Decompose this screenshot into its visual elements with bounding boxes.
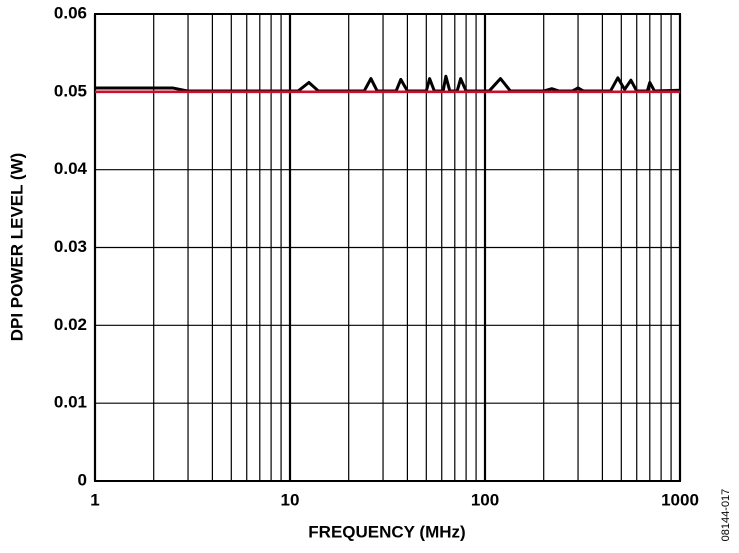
y-tick-label: 0.06 xyxy=(54,3,87,22)
x-tick-label: 10 xyxy=(281,490,300,509)
y-tick-label: 0 xyxy=(78,470,87,489)
y-tick-label: 0.03 xyxy=(54,237,87,256)
x-tick-label: 1 xyxy=(90,490,99,509)
plot-frame xyxy=(94,13,681,482)
x-tick-label: 1000 xyxy=(661,490,699,509)
y-tick-label: 0.05 xyxy=(54,81,87,100)
figure-id: 08144-017 xyxy=(720,489,732,542)
y-axis-label: DPI POWER LEVEL (W) xyxy=(7,153,26,342)
y-tick-label: 0.01 xyxy=(54,393,87,412)
data-line xyxy=(95,74,681,93)
y-tick-label: 0.02 xyxy=(54,315,87,334)
x-tick-label: 100 xyxy=(471,490,499,509)
x-axis-label: FREQUENCY (MHz) xyxy=(308,522,465,541)
y-tick-label: 0.04 xyxy=(54,159,88,178)
